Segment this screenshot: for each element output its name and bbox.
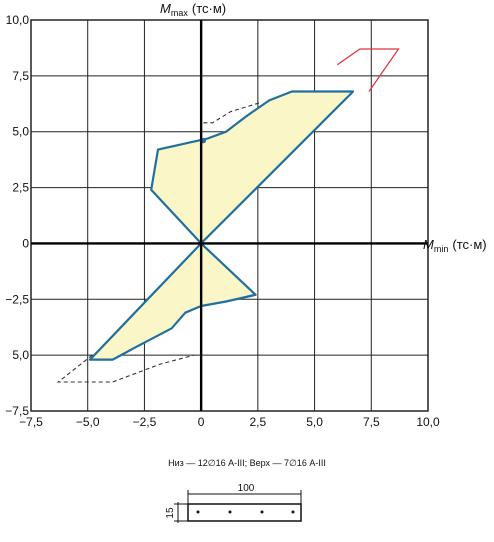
rebar-dot [260,510,264,514]
x-tick-label: 7,5 [363,415,380,429]
x-tick-label: 5,0 [306,415,323,429]
zero-axes [31,20,428,411]
y-tick-label: 10,0 [6,13,30,27]
height-dim-label: 15 [165,507,176,519]
cross-section-diagram: 100 15 [165,483,302,523]
y-tick-label: −7,5 [5,404,29,418]
y-tick-label: 2,5 [12,181,29,195]
dashed-boundary-line [56,354,195,383]
rebar-dot [291,510,295,514]
x-axis-title: Mmin (тс·м) [423,237,487,254]
x-tick-label: −2,5 [133,415,157,429]
y-tick-label: −2,5 [5,292,29,306]
rebar-dot [196,510,200,514]
y-tick-labels: −7,5 5,0 −2,5 0 2,5 5,0 7,5 10,0 [5,13,29,418]
dashed-boundary-line [203,102,261,124]
y-tick-label: 5,0 [12,348,29,362]
x-tick-label: −5,0 [76,415,100,429]
y-tick-label: 0 [22,236,29,250]
y-tick-label: 5,0 [12,125,29,139]
interaction-chart: −7,5 −5,0 −2,5 0 2,5 5,0 7,5 10,0 −7,5 5,0 −2,5 0 2… [5,1,487,429]
width-dim-label: 100 [238,483,255,494]
x-tick-label: 2,5 [250,415,267,429]
red-boundary-line [336,48,400,92]
section-rectangle [187,503,302,522]
x-tick-label: −7,5 [19,415,43,429]
reinforcement-caption: Низ — 12∅16 А-III; Верх — 7∅16 А-III [168,458,326,468]
y-tick-label: 7,5 [12,69,29,83]
x-tick-labels: −7,5 −5,0 −2,5 0 2,5 5,0 7,5 10,0 [19,415,440,429]
y-axis-title: Mmax (тс·м) [160,1,226,18]
x-tick-label: 10,0 [416,415,440,429]
rebar-dot [228,510,232,514]
x-tick-label: 0 [198,415,205,429]
